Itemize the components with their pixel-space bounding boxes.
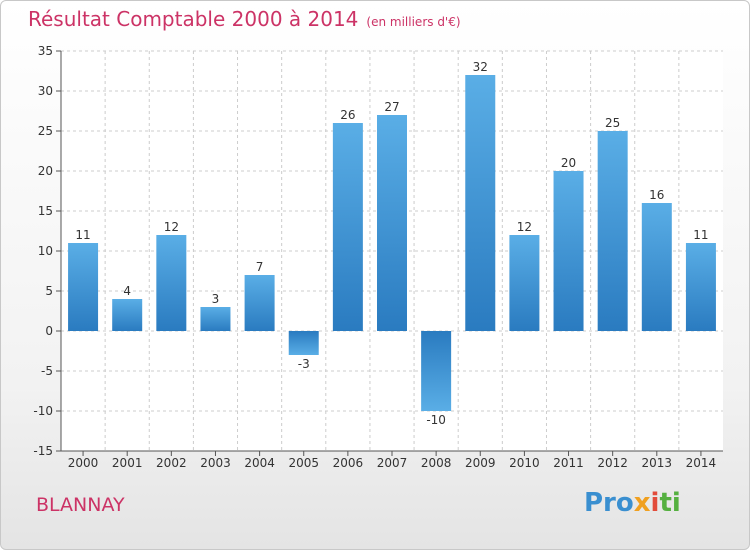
- chart-title-text: Résultat Comptable 2000 à 2014: [28, 7, 359, 31]
- x-tick-label-2013: 2013: [642, 456, 673, 470]
- bar-2006: [332, 123, 363, 331]
- y-tick-label: 35: [38, 44, 53, 58]
- bar-2011: [553, 171, 584, 331]
- x-tick-label-2003: 2003: [200, 456, 231, 470]
- logo-part-2: x: [633, 488, 651, 518]
- y-tick-label: 10: [38, 244, 53, 258]
- x-tick-label-2011: 2011: [553, 456, 584, 470]
- y-tick-label: -10: [33, 404, 53, 418]
- x-tick-label-2006: 2006: [333, 456, 364, 470]
- data-label-2013: 16: [649, 188, 664, 202]
- bar-2001: [112, 299, 143, 331]
- logo-part-4: ti: [659, 488, 681, 518]
- y-tick-label: -15: [33, 444, 53, 458]
- data-label-2009: 32: [473, 60, 488, 74]
- data-label-2005: -3: [298, 357, 310, 371]
- x-tick-label-2012: 2012: [597, 456, 628, 470]
- bar-2008: [421, 331, 452, 411]
- y-tick-label: 5: [45, 284, 53, 298]
- x-tick-label-2005: 2005: [288, 456, 319, 470]
- data-label-2010: 12: [517, 220, 532, 234]
- bar-2004: [244, 275, 275, 331]
- bar-2002: [156, 235, 187, 331]
- bar-2012: [597, 131, 628, 331]
- y-tick-label: 20: [38, 164, 53, 178]
- y-tick-label: -5: [41, 364, 53, 378]
- bar-2014: [685, 243, 716, 331]
- x-tick-label-2002: 2002: [156, 456, 187, 470]
- data-label-2014: 11: [693, 228, 708, 242]
- data-label-2003: 3: [212, 292, 220, 306]
- data-label-2012: 25: [605, 116, 620, 130]
- y-tick-label: 0: [45, 324, 53, 338]
- chart-title: Résultat Comptable 2000 à 2014 (en millie…: [28, 7, 461, 31]
- bar-2003: [200, 307, 231, 331]
- data-label-2007: 27: [384, 100, 399, 114]
- x-tick-label-2008: 2008: [421, 456, 452, 470]
- bar-2000: [68, 243, 99, 331]
- x-tick-label-2004: 2004: [244, 456, 275, 470]
- town-name: BLANNAY: [36, 494, 125, 516]
- data-label-2001: 4: [123, 284, 131, 298]
- data-label-2008: -10: [426, 413, 446, 427]
- chart-unit: (en milliers d'€): [366, 15, 461, 29]
- x-tick-label-2000: 2000: [68, 456, 99, 470]
- bar-2007: [377, 115, 407, 331]
- y-tick-label: 30: [38, 84, 53, 98]
- proxiti-logo: Proxiti: [584, 488, 681, 518]
- bar-2005: [288, 331, 319, 355]
- logo-part-3: i: [650, 488, 660, 518]
- bar-2009: [465, 75, 496, 331]
- y-tick-label: 25: [38, 124, 53, 138]
- data-label-2004: 7: [256, 260, 264, 274]
- data-label-2002: 12: [164, 220, 179, 234]
- bar-2010: [509, 235, 540, 331]
- y-tick-label: 15: [38, 204, 53, 218]
- x-tick-label-2014: 2014: [686, 456, 717, 470]
- logo-part-1: Pro: [584, 488, 634, 518]
- data-label-2011: 20: [561, 156, 576, 170]
- x-tick-label-2010: 2010: [509, 456, 540, 470]
- data-label-2006: 26: [340, 108, 355, 122]
- bar-2013: [641, 203, 672, 331]
- data-label-2000: 11: [75, 228, 90, 242]
- x-tick-label-2001: 2001: [112, 456, 143, 470]
- x-tick-label-2007: 2007: [377, 456, 408, 470]
- x-tick-label-2009: 2009: [465, 456, 496, 470]
